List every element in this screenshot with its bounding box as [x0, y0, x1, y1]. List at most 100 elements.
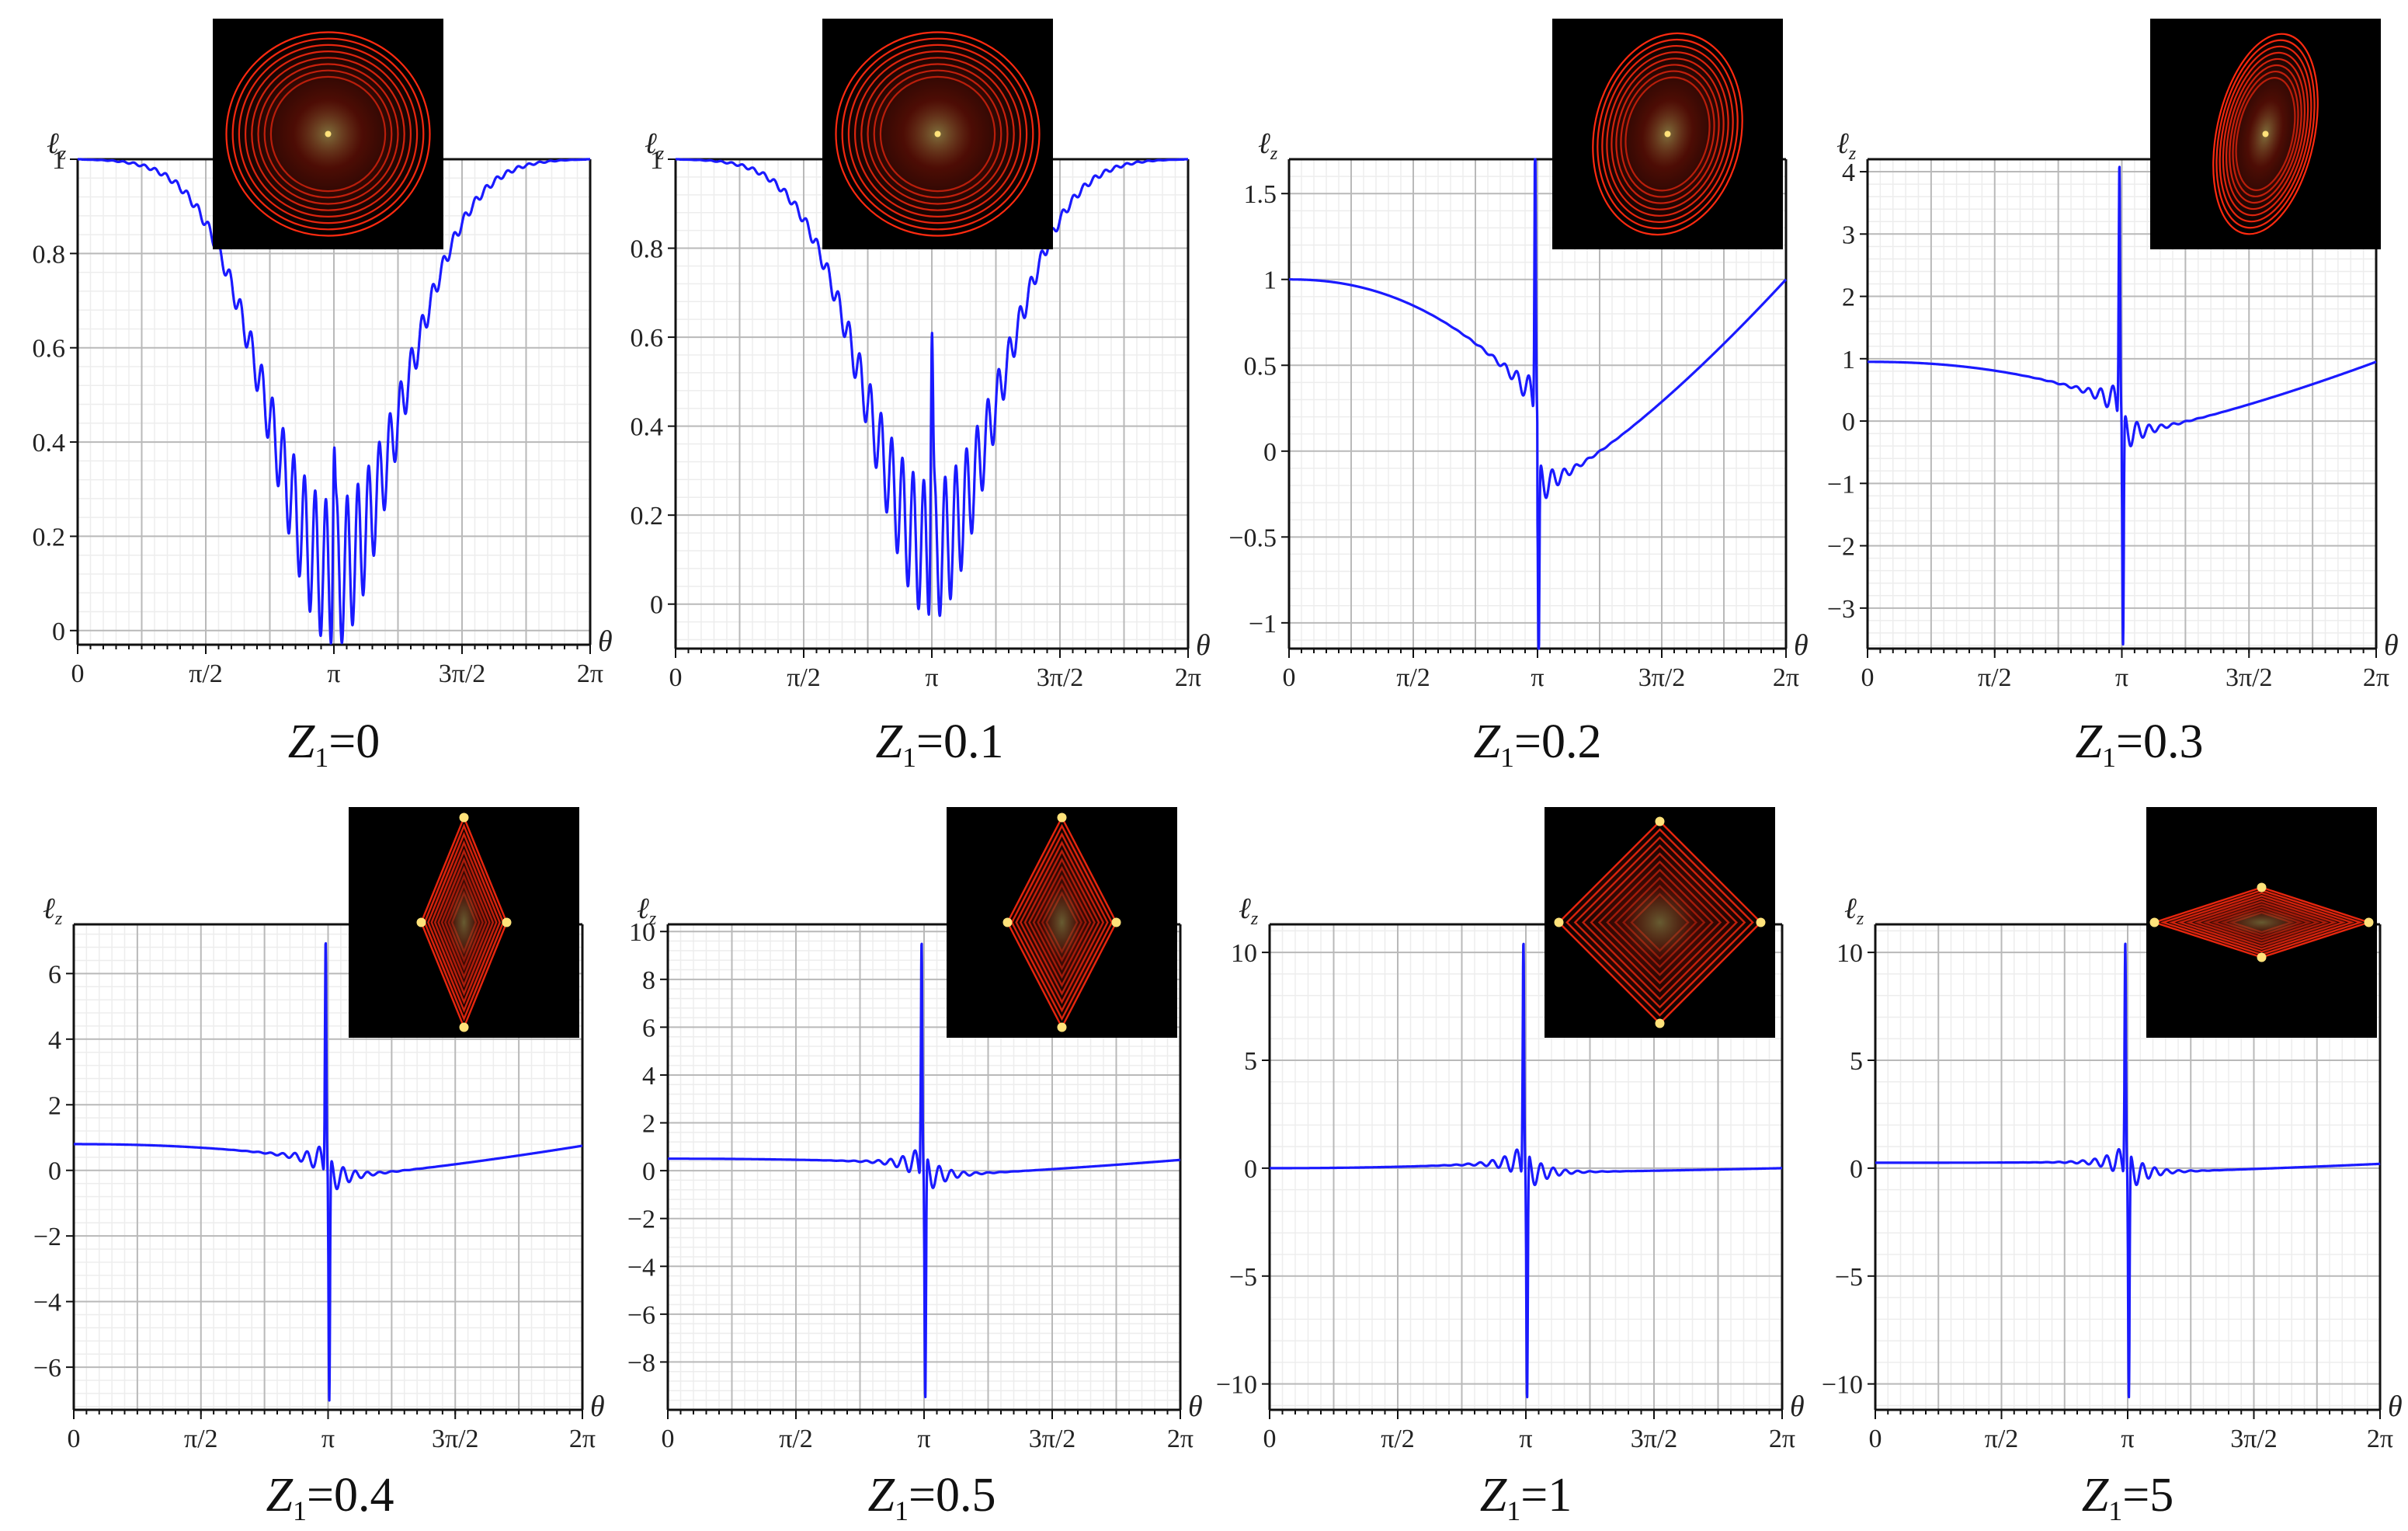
inset-ring — [225, 31, 431, 237]
x-tick-label: 0 — [662, 1425, 675, 1453]
y-tick-label: −4 — [627, 1253, 655, 1282]
inset-border — [1552, 19, 1783, 249]
x-tick-label: 0 — [68, 1425, 81, 1453]
caption-variable: Z — [2076, 715, 2103, 768]
y-tick-label: 0.6 — [33, 335, 66, 364]
series-line — [674, 158, 1190, 618]
x-tick-label: 3π/2 — [2230, 1425, 2278, 1453]
y-axis-label-sub: z — [1856, 909, 1864, 929]
y-axis-label: ℓz — [43, 893, 63, 929]
caption-variable: Z — [266, 1469, 294, 1522]
inset-hotspot — [1756, 917, 1766, 927]
inset-border — [1545, 807, 1775, 1038]
y-tick-label: −6 — [33, 1354, 61, 1383]
y-tick-label: 6 — [642, 1014, 655, 1042]
panel-caption: Z1=0.1 — [876, 715, 1004, 773]
y-axis-label: ℓz — [1836, 127, 1857, 164]
y-tick-label: −6 — [627, 1301, 655, 1330]
y-tick-label: 4 — [1842, 158, 1855, 187]
x-tick-label: 2π — [1167, 1425, 1194, 1453]
panel-caption: Z1=0.3 — [2076, 715, 2204, 773]
x-tick-label: 3π/2 — [1638, 663, 1686, 692]
x-tick-label: 2π — [2363, 663, 2389, 692]
caption-variable: Z — [876, 715, 903, 768]
y-axis-label-sub: z — [1250, 909, 1259, 929]
y-tick-label: 6 — [48, 960, 61, 989]
inset-hotspot — [459, 1022, 469, 1032]
y-axis-label-sub: z — [54, 909, 63, 929]
caption-value: =0.4 — [307, 1469, 394, 1522]
y-tick-label: 0.5 — [1244, 352, 1277, 381]
y-axis-label-sub: z — [1270, 144, 1278, 164]
x-tick-label: 3π/2 — [439, 659, 486, 688]
x-tick-label: 2π — [569, 1425, 596, 1453]
panel-caption: Z1=5 — [2082, 1469, 2173, 1526]
inset-image — [1545, 807, 1775, 1038]
y-axis-label-sub: z — [656, 144, 665, 164]
caption-value: =5 — [2122, 1469, 2173, 1522]
y-tick-label: 10 — [1836, 939, 1863, 968]
series-line — [1866, 165, 2378, 646]
y-tick-label: 0 — [1244, 1155, 1257, 1184]
x-axis-label: θ — [1794, 629, 1809, 662]
y-tick-label: 1.5 — [1244, 180, 1277, 209]
inset-hotspot — [416, 917, 426, 927]
x-tick-label: π/2 — [189, 659, 223, 688]
inset-border — [2150, 19, 2381, 249]
series-line — [72, 941, 584, 1402]
x-tick-label: 0 — [1869, 1425, 1882, 1453]
caption-subscript: 1 — [1500, 742, 1514, 773]
y-tick-label: 5 — [1850, 1047, 1863, 1076]
x-tick-label: 2π — [1769, 1425, 1795, 1453]
x-tick-label: π — [2121, 1425, 2134, 1453]
y-axis-label-sub: z — [1848, 144, 1857, 164]
series-line — [76, 158, 592, 645]
y-axis-label-sub: z — [58, 144, 67, 164]
y-tick-label: 8 — [642, 966, 655, 995]
y-tick-label: 2 — [642, 1110, 655, 1139]
y-axis-label: ℓz — [1844, 893, 1864, 929]
panel-caption: Z1=0.4 — [266, 1469, 394, 1526]
y-tick-label: −4 — [33, 1289, 61, 1317]
x-tick-label: π — [1519, 1425, 1532, 1453]
x-tick-label: 0 — [1263, 1425, 1277, 1453]
caption-value: =0.1 — [916, 715, 1003, 768]
y-tick-label: −2 — [1827, 533, 1855, 562]
y-tick-label: 2 — [1842, 284, 1855, 312]
x-tick-label: π/2 — [1396, 663, 1430, 692]
y-tick-label: −5 — [1835, 1263, 1863, 1292]
inset-hotspot — [1655, 816, 1665, 826]
inset-glow — [2154, 887, 2369, 958]
x-axis-label: θ — [2388, 1390, 2403, 1423]
caption-variable: Z — [288, 715, 315, 768]
inset-image — [2146, 807, 2377, 1038]
inset-hotspot — [2257, 952, 2267, 962]
x-tick-label: π/2 — [1985, 1425, 2019, 1453]
inset-hotspot — [1554, 917, 1564, 927]
y-tick-label: 1 — [650, 146, 663, 175]
inset-glow — [421, 817, 507, 1028]
inset-hotspot — [2149, 917, 2160, 927]
caption-subscript: 1 — [1506, 1495, 1520, 1526]
x-tick-label: π — [327, 659, 340, 688]
y-tick-label: −5 — [1229, 1263, 1257, 1292]
x-tick-label: π — [2115, 663, 2128, 692]
inset-hotspot — [502, 917, 512, 927]
x-tick-label: π/2 — [1381, 1425, 1415, 1453]
x-tick-label: π — [321, 1425, 335, 1453]
caption-subscript: 1 — [895, 1495, 909, 1526]
caption-value: =0 — [328, 715, 380, 768]
inset-ring — [1592, 32, 1743, 236]
y-tick-label: 0.4 — [33, 429, 66, 458]
panel-caption: Z1=0.2 — [1474, 715, 1602, 773]
y-axis-label: ℓz — [645, 127, 665, 164]
inset-center — [325, 130, 332, 137]
y-tick-label: 2 — [48, 1091, 61, 1120]
x-tick-label: 3π/2 — [432, 1425, 479, 1453]
inset-glow — [1007, 817, 1117, 1028]
y-tick-label: 0 — [650, 591, 663, 620]
inset-center — [2262, 130, 2269, 137]
x-tick-label: 2π — [1175, 663, 1201, 692]
y-tick-label: 1 — [1263, 266, 1277, 295]
